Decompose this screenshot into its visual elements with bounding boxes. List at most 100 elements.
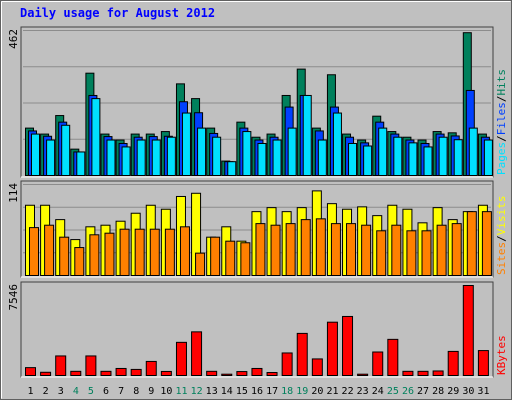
x-tick-label: 24 — [372, 386, 384, 397]
bar-sites-day-27 — [421, 230, 432, 277]
bar-pages-day-8 — [136, 139, 146, 177]
x-tick-label: 17 — [266, 386, 278, 397]
legend-entry: Hits — [495, 69, 508, 96]
bar-pages-day-20 — [317, 139, 327, 177]
bar-sites-day-9 — [149, 228, 160, 276]
panel-box — [20, 281, 494, 378]
x-tick-label: 26 — [402, 386, 414, 397]
panel-visits-sites: 114 Sites/Visits — [7, 180, 508, 278]
bar-sites-day-7 — [119, 228, 130, 276]
bar-kbytes-day-30 — [462, 285, 474, 376]
bar-kbytes-day-11 — [175, 341, 187, 376]
bar-pages-day-25 — [393, 136, 403, 177]
x-tick-label: 18 — [281, 386, 293, 397]
x-tick-label: 29 — [447, 386, 459, 397]
bar-kbytes-day-12 — [191, 331, 203, 377]
bar-pages-day-16 — [257, 142, 267, 176]
bar-sites-day-30 — [466, 211, 477, 276]
bar-kbytes-day-8 — [130, 368, 142, 376]
bar-pages-day-3 — [61, 124, 71, 176]
bar-kbytes-day-4 — [70, 370, 82, 376]
bar-sites-day-24 — [376, 230, 387, 277]
bar-sites-day-18 — [285, 223, 296, 276]
bar-pages-day-10 — [166, 136, 176, 177]
bar-pages-day-28 — [438, 136, 448, 177]
bar-pages-day-24 — [378, 127, 388, 177]
legend-entry: / — [495, 135, 508, 142]
x-tick-label: 2 — [43, 386, 49, 397]
bar-pages-day-31 — [483, 139, 493, 177]
bar-kbytes-day-20 — [311, 358, 323, 377]
x-tick-label: 5 — [88, 386, 94, 397]
bar-pages-day-4 — [76, 151, 86, 177]
legend-hits-files-pages: Pages/Files/Hits — [495, 69, 508, 175]
bar-sites-day-29 — [451, 223, 462, 276]
chart-panels: 462Pages/Files/Hits114Sites/Visits7546KB… — [7, 26, 508, 378]
x-tick-label: 21 — [326, 386, 338, 397]
bar-kbytes-day-6 — [100, 370, 112, 376]
bar-sites-day-12 — [195, 252, 206, 277]
bar-sites-day-2 — [44, 224, 55, 276]
bar-sites-day-20 — [315, 218, 326, 276]
x-tick-label: 31 — [477, 386, 489, 397]
bar-pages-day-11 — [181, 112, 191, 176]
y-max-label: 462 — [7, 29, 20, 49]
legend-entry: Sites — [495, 242, 508, 275]
x-tick-label: 28 — [432, 386, 444, 397]
bar-sites-day-6 — [104, 232, 115, 276]
x-tick-label: 19 — [296, 386, 308, 397]
legend-visits-sites: Sites/Visits — [495, 196, 508, 276]
y-max-label: 114 — [7, 183, 20, 203]
bar-pages-day-12 — [197, 127, 207, 177]
bar-sites-day-4 — [74, 247, 85, 276]
bar-kbytes-day-29 — [447, 350, 459, 377]
x-tick-label: 12 — [191, 386, 203, 397]
bar-kbytes-day-24 — [372, 351, 384, 377]
x-tick-label: 4 — [73, 386, 79, 397]
bar-kbytes-day-19 — [296, 332, 308, 376]
x-tick-label: 9 — [148, 386, 154, 397]
bar-pages-day-23 — [363, 145, 373, 176]
bar-sites-day-26 — [406, 230, 417, 277]
bar-sites-day-25 — [391, 224, 402, 276]
bar-kbytes-day-22 — [342, 315, 354, 376]
bar-pages-day-5 — [91, 98, 101, 176]
bar-kbytes-day-25 — [387, 338, 399, 376]
bar-kbytes-day-27 — [417, 370, 429, 376]
bar-kbytes-day-9 — [145, 360, 157, 377]
legend-kbytes: KBytes — [495, 335, 508, 375]
bar-pages-day-7 — [121, 146, 131, 176]
bar-sites-day-17 — [270, 224, 281, 276]
bar-pages-day-30 — [468, 127, 478, 177]
legend-entry: KBytes — [495, 335, 508, 375]
bar-kbytes-day-23 — [357, 373, 369, 377]
bar-sites-day-13 — [210, 236, 221, 276]
bar-pages-day-13 — [212, 136, 222, 177]
x-tick-label: 3 — [58, 386, 64, 397]
bar-sites-day-28 — [436, 224, 447, 276]
bar-kbytes-day-1 — [25, 367, 36, 376]
bar-pages-day-21 — [332, 112, 342, 176]
x-tick-label: 11 — [175, 386, 187, 397]
x-tick-label: 25 — [387, 386, 399, 397]
x-tick-label: 6 — [103, 386, 109, 397]
chart-title: Daily usage for August 2012 — [20, 6, 215, 20]
bar-kbytes-day-28 — [432, 370, 444, 377]
bar-pages-day-18 — [287, 127, 297, 177]
bar-kbytes-day-3 — [55, 355, 67, 377]
bar-pages-day-14 — [227, 161, 237, 176]
x-axis-day-labels: 1 2 3 4 5 6 7 8 9 10 11 12 13 14 15 16 17 18 19 20 21 22 23 24 2… — [28, 386, 490, 397]
bar-pages-day-6 — [106, 139, 116, 177]
bar-pages-day-22 — [348, 142, 358, 176]
panel-kbytes: 7546 KBytes — [7, 281, 508, 378]
x-tick-label: 30 — [462, 386, 474, 397]
x-tick-label: 16 — [251, 386, 263, 397]
bar-pages-day-2 — [46, 139, 56, 177]
x-tick-label: 15 — [236, 386, 248, 397]
bar-pages-day-1 — [31, 133, 40, 176]
bar-sites-day-11 — [179, 226, 190, 277]
x-tick-label: 7 — [118, 386, 124, 397]
bar-sites-day-14 — [225, 240, 236, 277]
x-tick-label: 10 — [160, 386, 172, 397]
